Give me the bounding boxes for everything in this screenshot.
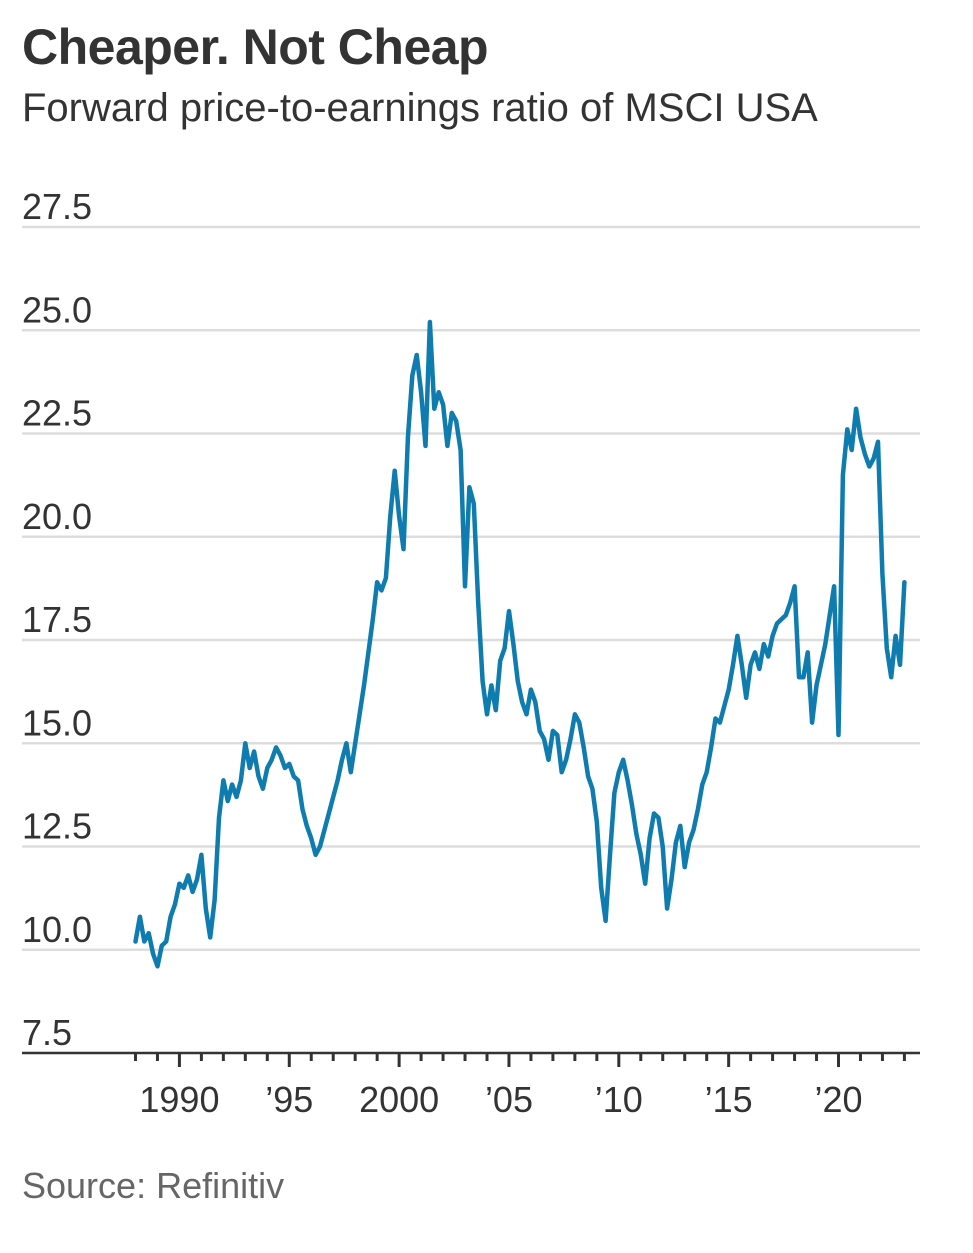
- x-tick-label-1990: 1990: [139, 1079, 219, 1120]
- x-tick-label-2020: ’20: [814, 1079, 862, 1120]
- x-tick-label-2000: 2000: [359, 1079, 439, 1120]
- y-tick-label-25.0: 25.0: [22, 289, 92, 330]
- y-tick-label-17.5: 17.5: [22, 599, 92, 640]
- x-tick-label-2005: ’05: [485, 1079, 533, 1120]
- y-tick-label-15.0: 15.0: [22, 702, 92, 743]
- x-axis: 1990 ’95 2000 ’05 ’10 ’15 ’20: [22, 1051, 920, 1120]
- y-tick-label-22.5: 22.5: [22, 393, 92, 434]
- x-tick-label-1995: ’95: [265, 1079, 313, 1120]
- y-tick-label-12.5: 12.5: [22, 806, 92, 847]
- chart-title: Cheaper. Not Cheap: [22, 19, 489, 75]
- gridlines: [22, 225, 920, 951]
- plot-area: [133, 319, 907, 969]
- chart-subtitle: Forward price-to-earnings ratio of MSCI …: [22, 86, 818, 130]
- y-tick-label-20.0: 20.0: [22, 496, 92, 537]
- x-tick-label-2015: ’15: [705, 1079, 753, 1120]
- series-line-0: [133, 319, 907, 969]
- line-chart: 27.5 25.0 22.5 20.0 17.5 15.0 12.5 10.0 7.5 1990…: [22, 186, 920, 1120]
- y-tick-label-10.0: 10.0: [22, 909, 92, 950]
- y-tick-label-27.5: 27.5: [22, 186, 92, 227]
- x-tick-label-2010: ’10: [595, 1079, 643, 1120]
- source-note: Source: Refinitiv: [22, 1165, 285, 1206]
- y-axis-tick-labels: 27.5 25.0 22.5 20.0 17.5 15.0 12.5 10.0 7.5: [22, 186, 92, 1053]
- y-tick-label-7.5: 7.5: [22, 1012, 72, 1053]
